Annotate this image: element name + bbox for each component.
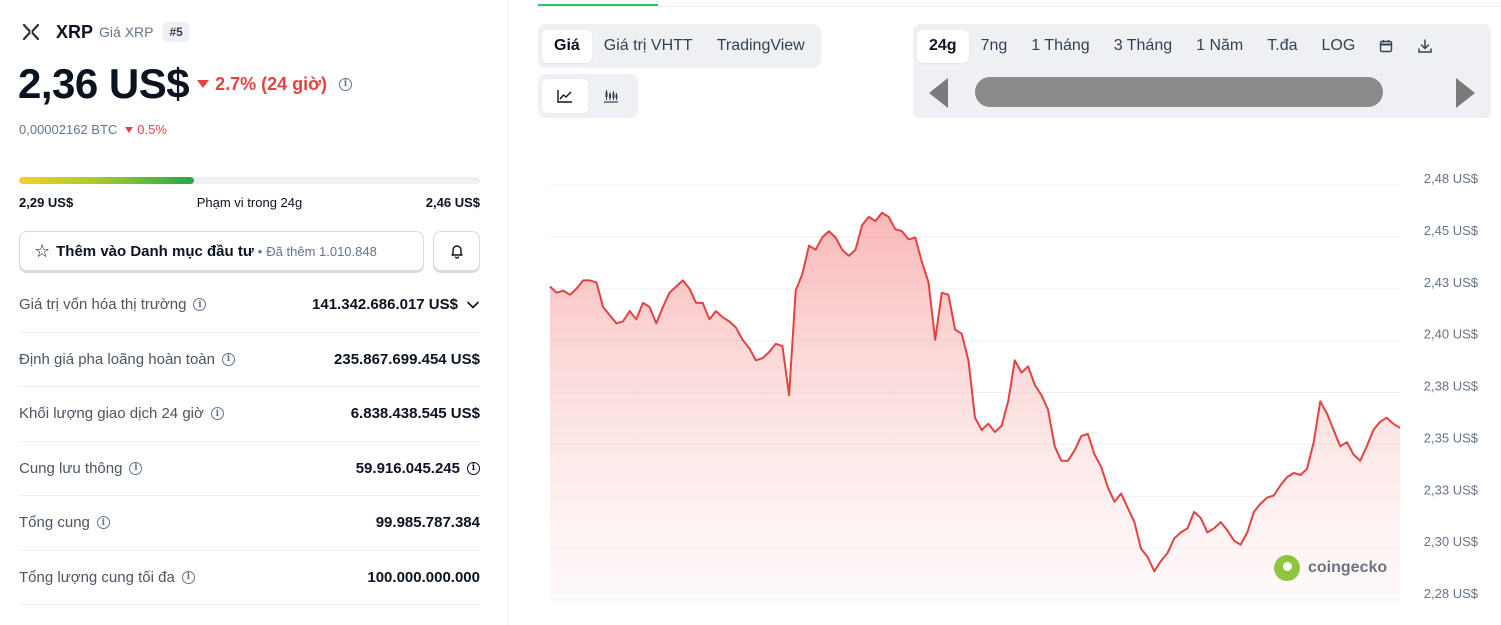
active-section-underline bbox=[538, 4, 658, 6]
candlestick-chart-button[interactable] bbox=[588, 79, 634, 113]
price-chart: 2,48 US$ 2,45 US$ 2,43 US$ 2,40 US$ 2,38 US$… bbox=[538, 150, 1501, 625]
stat-row-volume: Khối lượng giao dịch 24 giờ i 6.838.438.5… bbox=[19, 387, 480, 442]
stat-value: 59.916.045.245 i bbox=[356, 460, 480, 477]
chart-range-scrollbar bbox=[913, 68, 1491, 118]
stat-row-max-supply: Tổng lượng cung tối đa i 100.000.000.000 bbox=[19, 551, 480, 605]
coin-header: XRP Giá XRP #5 bbox=[20, 20, 189, 44]
coin-summary-panel: XRP Giá XRP #5 2,36 US$ 2.7% (24 giờ) i … bbox=[0, 0, 508, 625]
range-24h-fill bbox=[19, 177, 195, 184]
coin-name: Giá XRP bbox=[99, 24, 154, 40]
coin-price: 2,36 US$ bbox=[18, 60, 190, 107]
range-low: 2,29 US$ bbox=[19, 195, 74, 210]
timeframe-7d[interactable]: 7ng bbox=[980, 37, 1008, 54]
stat-row-fdv: Định giá pha loãng hoàn toàn i 235.867.69… bbox=[19, 333, 480, 387]
watermark-text: coingecko bbox=[1308, 559, 1388, 576]
timeframe-max[interactable]: T.đa bbox=[1267, 37, 1298, 54]
y-tick-label: 2,45 US$ bbox=[1424, 223, 1479, 238]
portfolio-added-count: Đã thêm 1.010.848 bbox=[266, 243, 377, 259]
tab-market-cap[interactable]: Giá trị VHTT bbox=[603, 37, 693, 54]
timeframe-1m[interactable]: 1 Tháng bbox=[1031, 37, 1090, 54]
price-change: 2.7% (24 giờ) i bbox=[197, 74, 352, 95]
btc-price: 0,00002162 BTC bbox=[19, 122, 118, 137]
stat-row-total-supply: Tổng cung i 99.985.787.384 bbox=[19, 496, 480, 551]
add-to-portfolio-button[interactable]: ☆ Thêm vào Danh mục đầu tư • Đã thêm 1.0… bbox=[19, 231, 424, 271]
info-icon[interactable]: i bbox=[222, 352, 235, 366]
info-icon[interactable]: i bbox=[129, 461, 143, 475]
y-tick-label: 2,30 US$ bbox=[1424, 534, 1479, 549]
range-high: 2,46 US$ bbox=[425, 195, 480, 210]
stat-value: 6.838.438.545 US$ bbox=[350, 405, 480, 423]
stat-label: Định giá pha loãng hoàn toàn i bbox=[19, 351, 235, 368]
btc-price-row: 0,00002162 BTC 0.5% bbox=[19, 122, 167, 137]
y-tick-label: 2,43 US$ bbox=[1424, 275, 1479, 290]
range-24h-bar bbox=[19, 177, 480, 184]
stat-label: Tổng cung i bbox=[19, 514, 110, 531]
stat-value: 100.000.000.000 bbox=[367, 568, 480, 586]
chevron-down-icon[interactable] bbox=[466, 298, 480, 312]
info-icon[interactable]: i bbox=[210, 407, 224, 421]
separator-dot: • bbox=[257, 243, 263, 259]
star-icon: ☆ bbox=[34, 241, 51, 261]
info-icon[interactable]: i bbox=[96, 516, 110, 530]
stat-row-market-cap: Giá trị vốn hóa thị trường i 141.342.686.… bbox=[19, 278, 480, 333]
scroll-left-arrow[interactable] bbox=[929, 78, 948, 108]
stat-value: 235.867.699.454 US$ bbox=[334, 350, 480, 368]
stat-label: Giá trị vốn hóa thị trường i bbox=[19, 296, 207, 313]
x-logo-icon bbox=[22, 23, 40, 41]
info-icon[interactable]: i bbox=[181, 570, 195, 584]
price-row: 2,36 US$ 2.7% (24 giờ) i bbox=[18, 58, 352, 110]
range-label: Phạm vi trong 24g bbox=[196, 195, 303, 210]
chart-type-toggle bbox=[538, 74, 638, 118]
calendar-icon bbox=[1380, 40, 1393, 53]
download-button[interactable] bbox=[1405, 30, 1445, 63]
coin-symbol: XRP bbox=[56, 21, 94, 42]
calendar-button[interactable] bbox=[1367, 30, 1405, 63]
coingecko-logo-icon bbox=[1274, 555, 1300, 581]
scroll-thumb[interactable] bbox=[975, 77, 1383, 107]
stat-value: 99.985.787.384 bbox=[375, 514, 480, 532]
add-to-portfolio-label: Thêm vào Danh mục đầu tư bbox=[56, 242, 254, 260]
timeframe-tab-group: 24g 7ng 1 Tháng 3 Tháng 1 Năm T.đa LOG bbox=[913, 24, 1491, 68]
chart-tab-group: Giá Giá trị VHTT TradingView bbox=[538, 24, 821, 68]
range-24h-labels: 2,29 US$ Phạm vi trong 24g 2,46 US$ bbox=[19, 195, 480, 210]
y-tick-label: 2,38 US$ bbox=[1424, 379, 1479, 394]
download-icon bbox=[1418, 39, 1433, 53]
timeframe-3m[interactable]: 3 Tháng bbox=[1113, 37, 1173, 54]
timeframe-24h[interactable]: 24g bbox=[917, 29, 969, 63]
stat-value[interactable]: 141.342.686.017 US$ bbox=[312, 296, 480, 313]
scroll-right-arrow[interactable] bbox=[1456, 78, 1475, 108]
timeframe-1y[interactable]: 1 Năm bbox=[1196, 37, 1244, 54]
price-chart-svg: 2,48 US$ 2,45 US$ 2,43 US$ 2,40 US$ 2,38 US$… bbox=[549, 171, 1479, 601]
candlestick-icon bbox=[604, 90, 618, 103]
y-tick-label: 2,40 US$ bbox=[1424, 327, 1479, 342]
stat-label: Khối lượng giao dịch 24 giờ i bbox=[19, 405, 224, 422]
y-tick-label: 2,48 US$ bbox=[1424, 171, 1479, 186]
coingecko-watermark: coingecko bbox=[1274, 555, 1387, 581]
price-alert-button[interactable] bbox=[433, 231, 480, 271]
stat-label: Tổng lượng cung tối đa i bbox=[19, 569, 195, 586]
arrow-down-icon bbox=[125, 126, 134, 133]
tab-tradingview[interactable]: TradingView bbox=[716, 37, 805, 54]
tab-price[interactable]: Giá bbox=[542, 29, 592, 63]
line-chart-icon bbox=[557, 90, 572, 103]
bell-icon bbox=[450, 245, 463, 259]
market-stats-list: Giá trị vốn hóa thị trường i 141.342.686.… bbox=[19, 278, 480, 605]
info-icon[interactable]: i bbox=[193, 298, 207, 312]
price-area-fill bbox=[550, 212, 1400, 601]
info-icon[interactable]: i bbox=[467, 461, 480, 475]
arrow-down-icon bbox=[197, 80, 210, 88]
coin-rank-badge: #5 bbox=[163, 22, 189, 42]
stat-row-circulating-supply: Cung lưu thông i 59.916.045.245 i bbox=[19, 442, 480, 496]
line-chart-button[interactable] bbox=[542, 79, 588, 113]
y-tick-label: 2,28 US$ bbox=[1424, 586, 1479, 601]
stat-label: Cung lưu thông i bbox=[19, 460, 143, 477]
timeframe-log[interactable]: LOG bbox=[1321, 37, 1356, 54]
y-tick-label: 2,35 US$ bbox=[1424, 430, 1479, 445]
section-divider bbox=[538, 6, 1501, 7]
y-tick-label: 2,33 US$ bbox=[1424, 482, 1479, 497]
price-series-line[interactable] bbox=[549, 211, 1401, 573]
btc-change: 0.5% bbox=[137, 122, 167, 137]
info-icon[interactable]: i bbox=[338, 77, 352, 91]
price-change-value: 2.7% (24 giờ) bbox=[215, 73, 327, 94]
